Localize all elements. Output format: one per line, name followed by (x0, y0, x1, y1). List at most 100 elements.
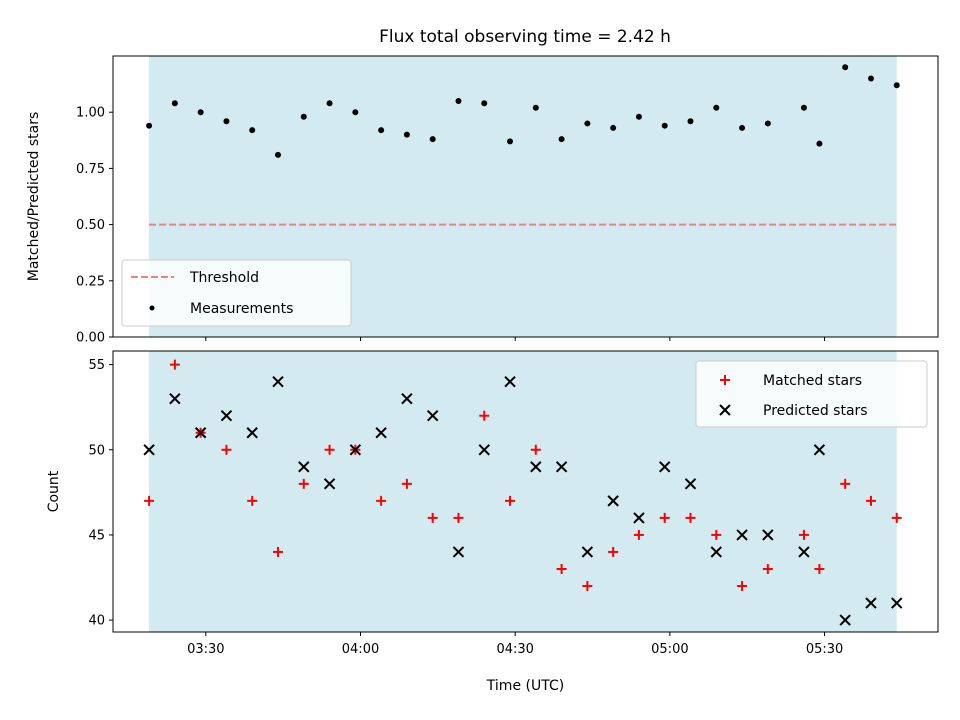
y-axis-label: Count (46, 470, 62, 512)
predicted-star-point (684, 478, 697, 490)
measurement-point (378, 127, 385, 134)
measurement-point (893, 82, 900, 89)
predicted-star-point (375, 427, 387, 439)
matched-star-point (247, 495, 258, 506)
matched-star-point (169, 359, 180, 370)
measurement-point (558, 136, 565, 143)
predicted-star-point (169, 392, 181, 405)
measurement-point (764, 120, 771, 127)
cross-stroke (736, 529, 748, 541)
predicted-star-point (530, 461, 542, 473)
matched-star-point (376, 495, 387, 506)
count-panel: 40 45 50 55 03:30 04:00 04:30 05:00 05:30 Count… (46, 350, 939, 694)
predicted-star-point (813, 444, 826, 456)
matched-star-point (427, 512, 438, 523)
measurement-point (171, 100, 178, 107)
plot-frame (112, 55, 939, 338)
count-points (143, 359, 903, 626)
measurement-point (661, 122, 668, 129)
x-axis-label: Time (UTC) (486, 678, 564, 694)
predicted-star-point (607, 495, 619, 507)
predicted-star-point (194, 427, 207, 439)
predicted-star-point (349, 444, 362, 456)
cross-stroke (865, 597, 877, 609)
predicted-star-point (504, 375, 516, 388)
measurement-point (532, 104, 539, 111)
cross-stroke (220, 410, 233, 422)
chart-title: Flux total observing time = 2.42 h (379, 27, 671, 47)
matched-star-point (530, 444, 541, 455)
cross-stroke (246, 427, 258, 439)
y-tick-label: 0.50 (76, 218, 105, 233)
matched-star-point (762, 563, 773, 574)
cross-stroke (143, 444, 155, 456)
legend-threshold-label: Threshold (189, 270, 259, 286)
cross-stroke (169, 392, 181, 405)
measurement-point (635, 113, 642, 120)
y-tick-label: 50 (88, 443, 105, 458)
predicted-star-point (798, 546, 810, 558)
legend-box (121, 259, 352, 327)
cross-stroke (349, 444, 362, 456)
measurement-point (197, 109, 204, 116)
matched-star-point (865, 495, 876, 506)
y-tick-label: 0.25 (76, 274, 105, 289)
measurement-point (800, 104, 807, 111)
matched-star-point (273, 546, 283, 557)
cross-stroke (659, 461, 671, 473)
x-axis-ticks (205, 337, 826, 341)
legend-predicted-swatch (719, 404, 731, 416)
measurement-point (713, 104, 720, 111)
matched-star-point (685, 512, 696, 523)
y-tick-label: 0.00 (76, 331, 105, 346)
cross-stroke (530, 461, 542, 473)
legend-measurements-label: Measurements (190, 301, 293, 317)
predicted-star-point (452, 546, 465, 558)
ratio-panel: 0.00 0.25 0.50 0.75 1.00 Matched/Predicted s… (26, 55, 939, 346)
y-tick-label: 40 (88, 614, 105, 629)
matched-star-point (798, 529, 809, 540)
measurement-point (739, 124, 746, 131)
cross-stroke (426, 410, 439, 422)
legend-predicted-label: Predicted stars (763, 403, 868, 419)
cross-stroke (798, 546, 810, 558)
y-tick-label: 1.00 (76, 106, 105, 121)
cross-stroke (298, 461, 310, 473)
measurement-point (352, 109, 359, 116)
predicted-star-point (736, 529, 748, 541)
matched-star-point (144, 495, 155, 506)
legend-cross-marker (719, 404, 731, 416)
matched-star-point (556, 563, 567, 574)
matched-star-point (659, 512, 670, 523)
measurement-points (146, 64, 900, 158)
measurement-point (223, 118, 230, 125)
matched-star-point (608, 546, 619, 557)
matched-star-point (891, 512, 902, 523)
matched-star-point (505, 495, 516, 506)
cross-stroke (272, 375, 284, 388)
matched-star-point (633, 529, 644, 540)
predicted-star-point (762, 529, 774, 541)
predicted-star-point (478, 444, 490, 456)
measurement-point (249, 127, 256, 134)
measurement-point (455, 97, 462, 104)
predicted-star-point (659, 461, 671, 473)
cross-stroke (762, 529, 774, 541)
cross-stroke (607, 495, 619, 507)
x-tick-label: 05:30 (806, 642, 843, 657)
measurement-point (326, 100, 333, 107)
y-axis-ticks: 0.00 0.25 0.50 0.75 1.00 (76, 106, 113, 346)
measurement-point (481, 100, 488, 107)
y-tick-label: 45 (88, 528, 105, 543)
matched-star-point (814, 563, 825, 574)
measurement-point (403, 131, 410, 138)
measurement-point (146, 122, 153, 129)
matched-star-point (298, 478, 309, 489)
cross-stroke (891, 597, 903, 609)
x-axis-ticks: 03:30 04:00 04:30 05:00 05:30 (187, 632, 843, 657)
matched-star-point (324, 444, 335, 455)
matched-star-point (737, 581, 748, 592)
measurement-point (842, 64, 849, 71)
predicted-star-point (555, 461, 568, 473)
